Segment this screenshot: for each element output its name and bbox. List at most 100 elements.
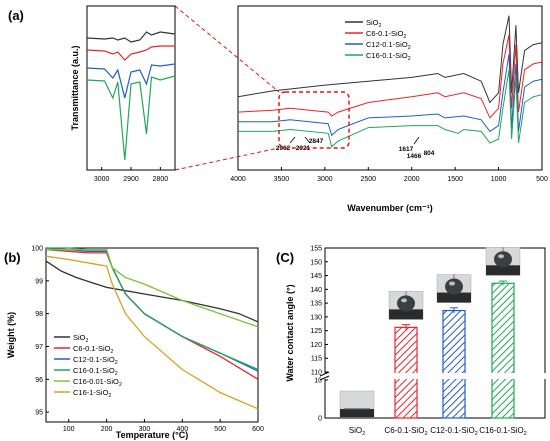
x-category-label: SiO2: [349, 426, 365, 437]
ftir-line-0: [237, 15, 543, 104]
x-axis-label: Wavenumber (cm⁻¹): [347, 203, 432, 213]
x-tick-label: 600: [252, 426, 264, 433]
inset-line-0: [86, 31, 176, 43]
peak-arrow: [304, 136, 311, 144]
legend-label: C6-0.1-SiO2: [366, 29, 407, 40]
bar-break: [394, 373, 418, 379]
droplet-highlight: [401, 298, 407, 303]
tga-line-0: [45, 260, 259, 323]
x-category-label: C6-0.1-SiO2: [384, 426, 427, 437]
y-tick-label: 10: [314, 378, 322, 385]
peak-label: 804: [424, 150, 435, 157]
inset-line-2: [86, 63, 176, 99]
tga-line-3: [46, 247, 259, 371]
y-tick-label: 155: [310, 246, 322, 253]
legend-label: C16-0.1-SiO2: [366, 51, 411, 62]
legend-label: C12-0.1-SiO2: [73, 355, 118, 366]
droplet: [397, 295, 415, 312]
y-axis-label: Water contact angle (°): [285, 284, 295, 381]
tga-line-5: [45, 255, 259, 410]
inset-tick-label: 2900: [123, 176, 139, 183]
x-tick-label: 2000: [404, 176, 420, 183]
y-tick-label: 125: [310, 328, 322, 335]
legend-label: C12-0.1-SiO2: [366, 40, 411, 51]
bar-2: [442, 309, 466, 419]
inset-line-1: [86, 45, 175, 61]
x-tick-label: 3500: [274, 176, 290, 183]
peak-arrow: [289, 136, 296, 144]
ftir-plot-frame: [237, 5, 543, 171]
y-tick-label: 130: [310, 314, 322, 321]
tga-frame: [45, 247, 259, 423]
legend-label: C16-0.1-SiO2: [73, 366, 118, 377]
y-axis-label: Weight (%): [6, 312, 16, 358]
legend-label: C16-0.01-SiO2: [73, 377, 122, 388]
x-tick-label: 400: [176, 426, 188, 433]
y-tick-label: 98: [35, 311, 43, 318]
bar-3: [491, 282, 515, 419]
y-tick-label: 135: [310, 301, 322, 308]
axis-break: [321, 373, 549, 379]
panel-c: (C) 110 115 120 125 130 135 140 145 150 155 0 10 Wate…: [276, 246, 549, 437]
x-category-label: C16-0.1-SiO2: [479, 426, 527, 437]
peak-label: 1617: [399, 146, 414, 153]
axis-break-mark: [319, 371, 330, 377]
zoom-box: [278, 91, 350, 149]
zoom-connector: [174, 147, 280, 171]
droplet: [494, 251, 512, 268]
legend-label: SiO2: [73, 333, 89, 344]
bar-1: [394, 326, 418, 419]
y-tick-label: 140: [310, 287, 322, 294]
axis-break-mark: [319, 375, 330, 381]
y-tick-label: 0: [318, 416, 322, 423]
panel-label-c: (C): [276, 250, 294, 265]
legend-label: C16-1-SiO2: [73, 388, 111, 399]
tga-line-4: [46, 248, 259, 328]
y-tick-label: 96: [35, 377, 43, 384]
peak-label: 2962: [276, 145, 291, 152]
x-tick-label: 1000: [491, 176, 507, 183]
droplet-highlight: [449, 281, 455, 286]
peak-label: 2921: [296, 145, 311, 152]
y-tick-label: 97: [35, 344, 43, 351]
y-tick-label: 110: [311, 370, 322, 377]
droplet: [445, 278, 463, 295]
y-tick-label: 99: [35, 278, 43, 285]
peak-label: 1466: [407, 153, 422, 160]
x-tick-label: 100: [63, 426, 75, 433]
panel-label-a: (a): [8, 8, 24, 23]
panel-a: (a) 4000 3500 3000 2500 2000 1500 1000 500 Wavenu…: [8, 5, 548, 213]
droplet-highlight: [498, 254, 504, 259]
x-axis-label: Temperature (°C): [116, 430, 188, 440]
x-tick-label: 300: [139, 426, 151, 433]
y-tick-label: 115: [311, 356, 322, 363]
inset-y-label: Transmittance (a.u.): [70, 45, 80, 130]
wca-frame: [324, 247, 546, 419]
legend-label: SiO2: [366, 18, 382, 29]
x-tick-label: 500: [214, 426, 226, 433]
droplet-substrate: [389, 309, 423, 320]
droplet-substrate: [437, 292, 471, 303]
y-tick-label: 150: [310, 259, 322, 266]
droplet-substrate: [340, 409, 374, 417]
bar-break: [442, 373, 466, 379]
inset-tick-label: 3000: [94, 176, 110, 183]
peak-arrow: [413, 136, 420, 145]
x-category-label: C12-0.1-SiO2: [430, 426, 478, 437]
y-tick-label: 145: [310, 273, 322, 280]
y-tick-label: 95: [35, 410, 43, 417]
inset-line-3: [86, 75, 176, 161]
inset-tick-label: 2800: [153, 176, 169, 183]
y-tick-label: 120: [310, 342, 322, 349]
droplet-substrate: [486, 265, 520, 276]
legend-label: C6-0.1-SiO2: [73, 344, 114, 355]
zoom-connector: [174, 5, 280, 93]
y-tick-label: 100: [31, 246, 43, 253]
panel-b: (b) 100 200 300 400 500 600 95 96 97 98 99 100 Temper…: [4, 246, 264, 441]
x-tick-label: 200: [101, 426, 113, 433]
x-tick-label: 3000: [317, 176, 333, 183]
ftir-line-1: [237, 34, 543, 119]
ftir-line-3: [238, 69, 543, 148]
x-tick-label: 500: [536, 176, 548, 183]
